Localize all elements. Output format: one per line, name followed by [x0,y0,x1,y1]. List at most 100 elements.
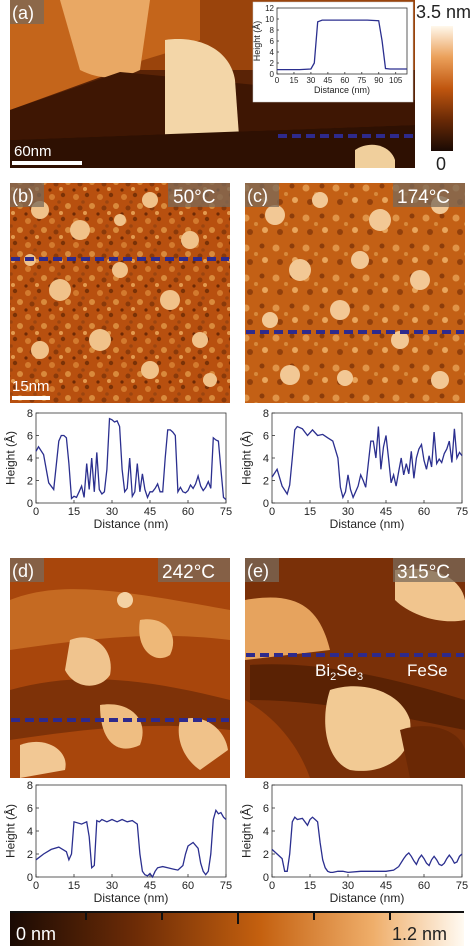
plot-frame [35,784,227,878]
x-tick-label: 45 [144,506,156,518]
x-axis-label: Distance (nm) [330,517,405,531]
y-tick-label: 0 [27,872,33,884]
colorbar-a-scale [431,26,453,151]
x-tick-label: 60 [182,506,194,518]
scale-bar-label-b: 15nm [12,378,50,395]
y-axis-label: Height (Å) [2,431,17,485]
y-tick-label: 8 [263,780,269,792]
colorbar-bottom-max: 1.2 nm [392,924,447,944]
height-profile-line [35,417,227,501]
x-tick-label: 45 [380,506,392,518]
scale-bar-label-a: 60nm [14,143,52,160]
panel-label-a: (a) [12,3,34,23]
profile-plot-b: 0 15 30 45 60 75 0 2 4 6 8 Distance (nm) Height (Å) [2,408,232,531]
panel-label-b: (b) [12,186,34,206]
y-tick-label: 0 [263,872,269,884]
plot-frame [35,412,227,504]
y-axis-label: Height (Å) [238,804,253,858]
y-tick-label: 2 [270,59,275,68]
x-tick-label: 60 [418,880,430,892]
x-tick-label: 45 [323,76,332,85]
panel-c: (c) 174°C [245,183,465,403]
colorbar-bottom-min: 0 nm [16,924,56,944]
y-tick-label: 2 [27,475,33,487]
colorbar-bottom: 0 nm 1.2 nm [10,911,464,946]
y-tick-label: 4 [263,453,269,465]
scale-bar-a [12,161,82,165]
x-tick-label: 60 [182,880,194,892]
y-tick-label: 2 [263,475,269,487]
x-tick-label: 45 [144,880,156,892]
height-profile-line [277,19,407,71]
colorbar-a-min: 0 [436,154,446,174]
x-tick-label: 30 [106,880,118,892]
y-tick-label: 6 [27,430,33,442]
x-tick-label: 60 [418,506,430,518]
y-tick-label: 12 [265,4,274,13]
x-tick-label: 15 [290,76,299,85]
panel-label-c: (c) [247,186,268,206]
temperature-label-d: 242°C [162,562,215,583]
x-tick-label: 75 [220,506,232,518]
y-tick-label: 4 [27,826,33,838]
y-tick-label: 0 [27,498,33,510]
x-tick-label: 30 [342,506,354,518]
y-tick-label: 6 [263,430,269,442]
plot-frame [271,412,463,504]
y-tick-label: 0 [263,498,269,510]
x-axis-label: Distance (nm) [330,891,405,905]
y-tick-label: 2 [27,849,33,861]
y-tick-label: 0 [270,70,275,79]
y-tick-label: 6 [27,803,33,815]
colorbar-a: 3.5 nm 0 [416,2,471,174]
x-tick-label: 15 [68,506,80,518]
x-tick-label: 0 [33,506,39,518]
y-axis-label: Height (Å) [238,431,253,485]
y-tick-label: 8 [270,26,275,35]
x-tick-label: 0 [269,880,275,892]
x-tick-label: 15 [304,880,316,892]
x-axis-label: Distance (nm) [314,85,370,95]
temperature-label-e: 315°C [397,562,450,583]
y-tick-label: 10 [265,15,274,24]
y-tick-label: 4 [27,453,33,465]
scale-bar-b [12,396,50,400]
panel-label-d: (d) [12,561,34,581]
panel-a: (a) 60nm 0 15 30 45 60 75 90 105024681012Distan… [10,0,415,168]
fese-annotation: FeSe [407,661,448,680]
profile-plot-e: 0 15 30 45 60 75 0 2 4 6 8 Distance (nm) Height (Å) [238,780,468,905]
profile-plot-c: 0 15 30 45 60 75 0 2 4 6 8 Distance (nm) Height (Å) [238,408,468,531]
x-axis-label: Distance (nm) [94,891,169,905]
x-axis-label: Distance (nm) [94,517,169,531]
height-profile-line [35,808,227,879]
x-tick-label: 30 [106,506,118,518]
x-tick-label: 75 [456,506,468,518]
x-tick-label: 30 [342,880,354,892]
y-tick-label: 8 [27,780,33,792]
temperature-label-c: 174°C [397,187,450,208]
y-tick-label: 4 [263,826,269,838]
y-axis-label: Height (Å) [2,804,17,858]
x-tick-label: 45 [380,880,392,892]
x-tick-label: 0 [275,76,280,85]
panel-d: (d) 242°C [10,558,230,778]
y-axis-label: Height (Å) [252,21,262,62]
panel-b: (b) 50°C 15nm [10,183,230,403]
x-tick-label: 75 [357,76,366,85]
height-profile-line [271,425,463,500]
x-tick-label: 0 [33,880,39,892]
y-tick-label: 8 [263,408,269,420]
x-tick-label: 75 [220,880,232,892]
x-tick-label: 0 [269,506,275,518]
y-tick-label: 8 [27,408,33,420]
x-tick-label: 15 [68,880,80,892]
x-tick-label: 90 [374,76,383,85]
x-tick-label: 105 [389,76,403,85]
x-tick-label: 15 [304,506,316,518]
plot-frame [276,7,408,75]
colorbar-a-max: 3.5 nm [416,2,471,22]
panel-e: (e) 315°C Bi2Se3 FeSe [245,558,465,778]
temperature-label-b: 50°C [173,187,215,208]
